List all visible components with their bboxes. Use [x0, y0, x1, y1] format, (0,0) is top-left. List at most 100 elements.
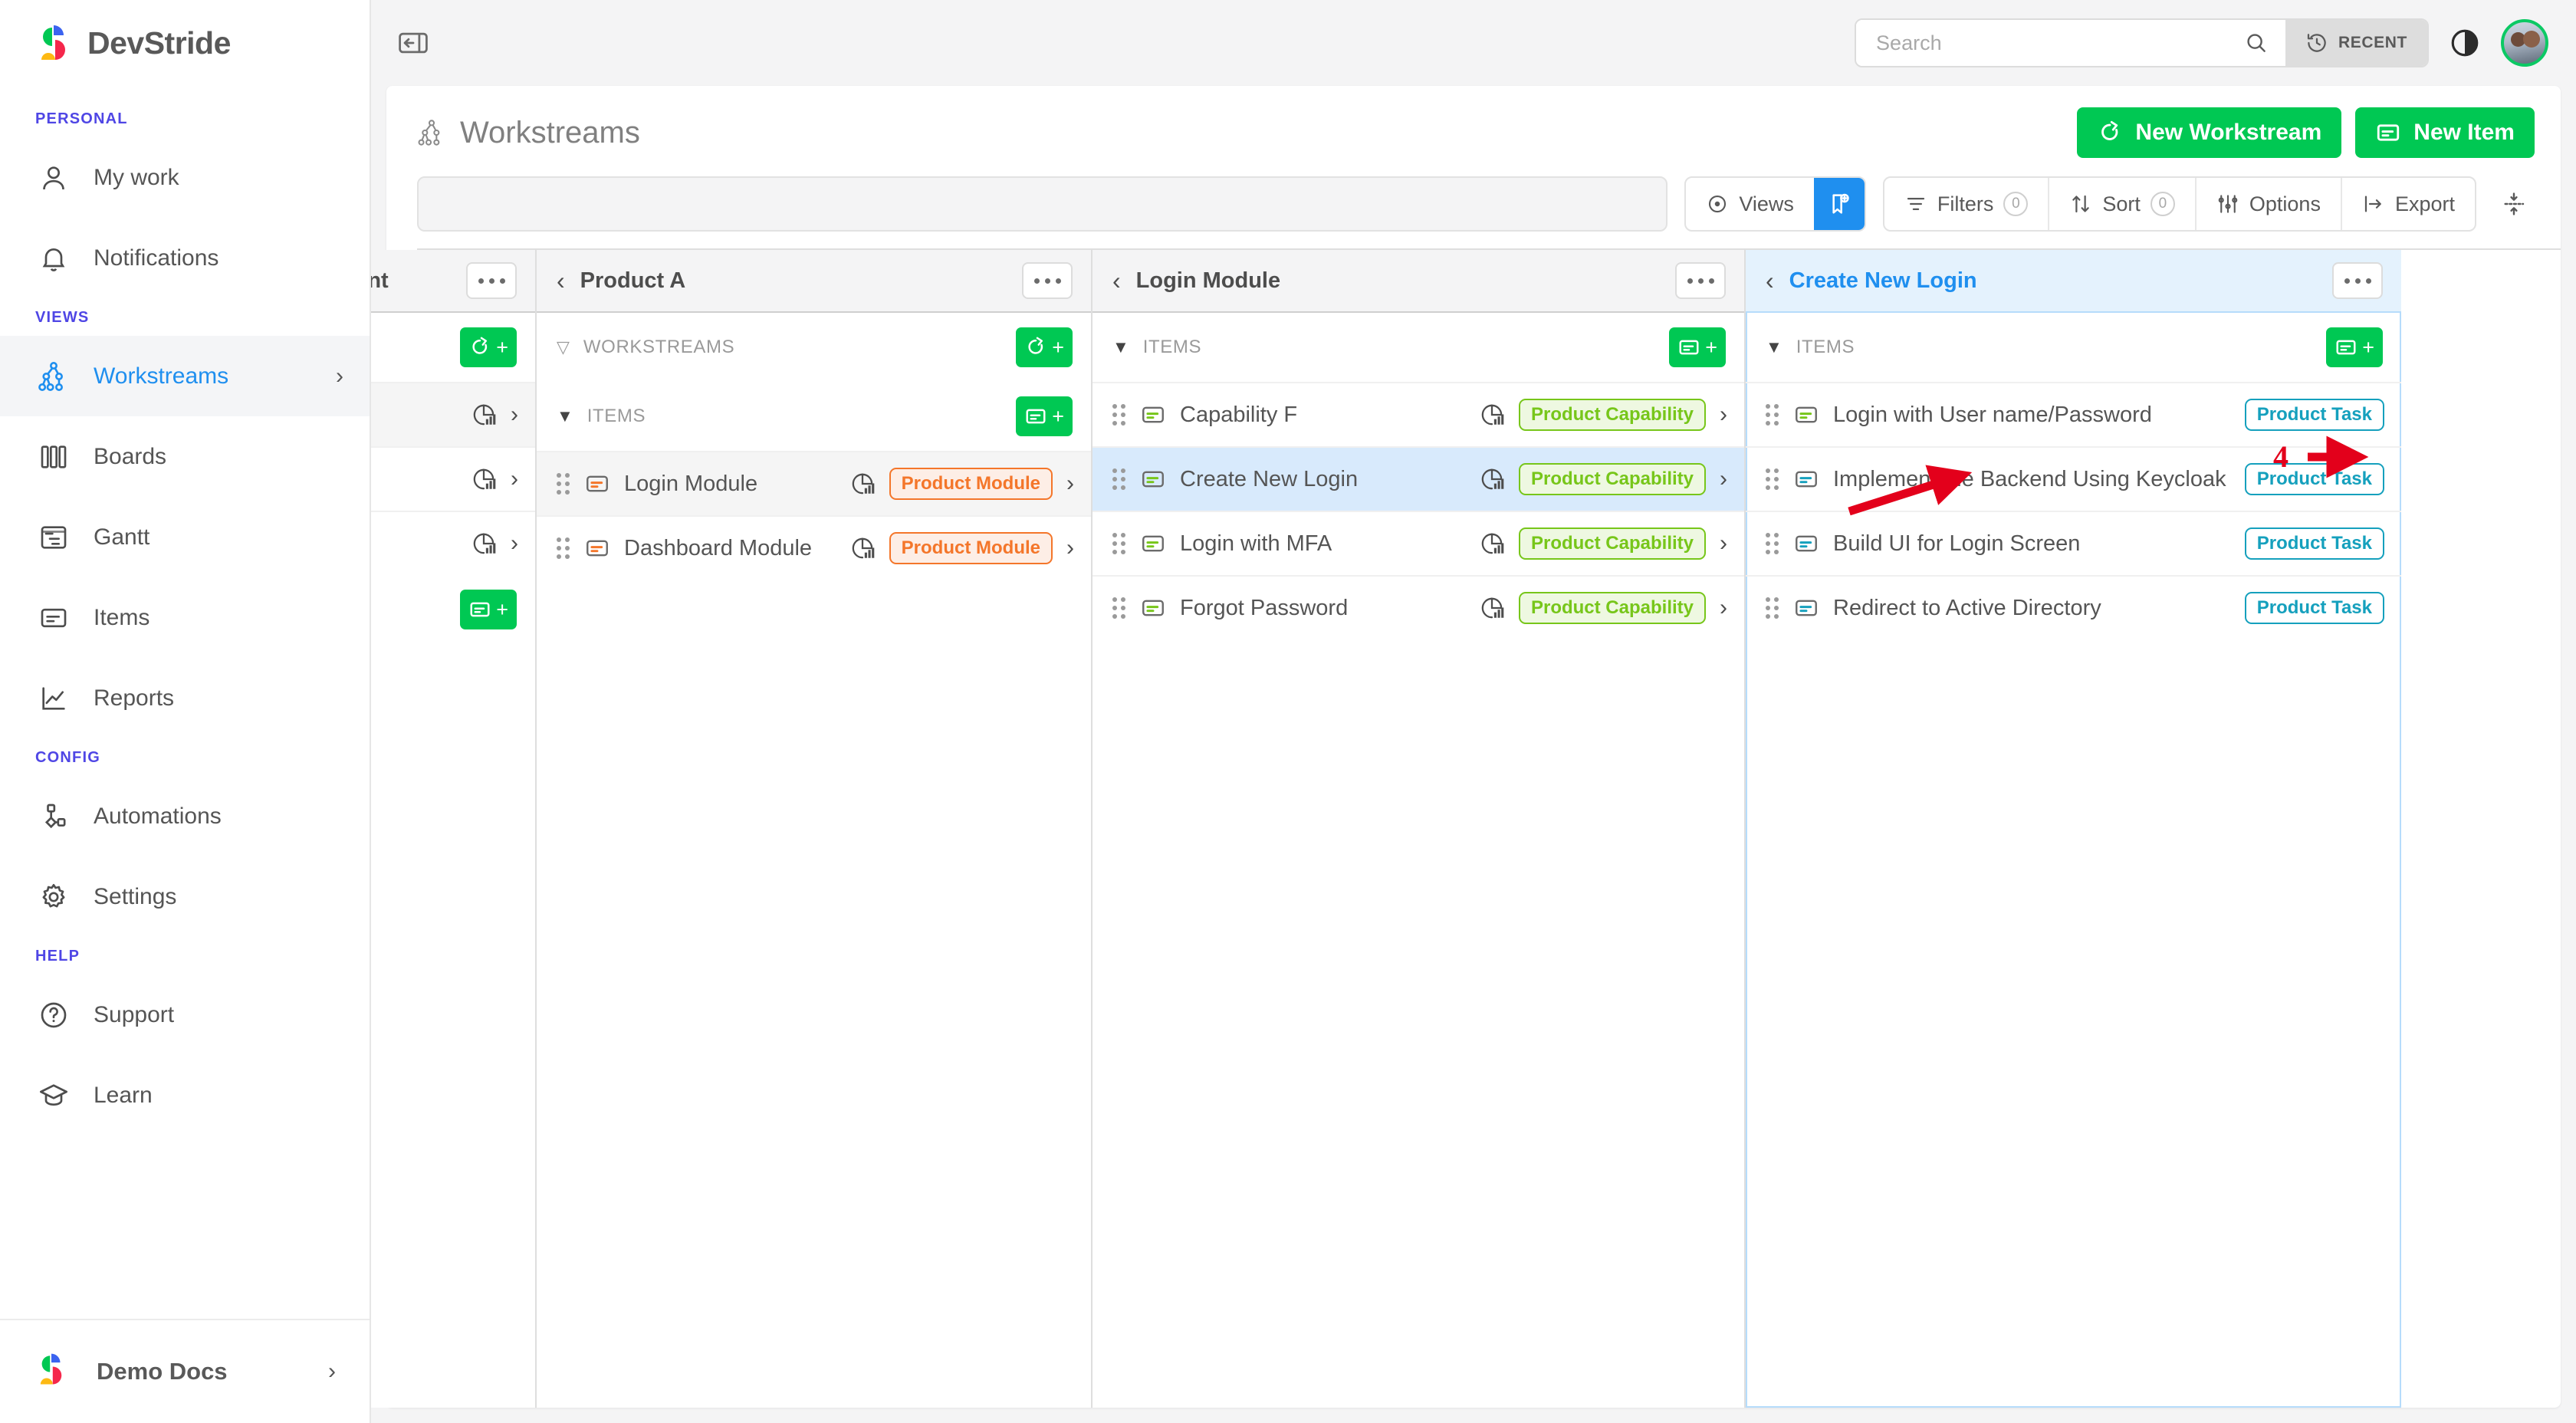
- triangle-collapsed-icon[interactable]: ▽: [557, 337, 570, 357]
- board-columns-icon: [37, 440, 71, 474]
- add-workstream-button[interactable]: +: [1016, 327, 1073, 367]
- item-card-icon-green: [1140, 466, 1166, 492]
- column-header: ‹ Product A: [537, 250, 1091, 313]
- search-field[interactable]: [1856, 20, 2286, 66]
- sidebar-item-gantt[interactable]: Gantt: [0, 497, 370, 577]
- drag-handle-icon[interactable]: [1766, 404, 1779, 426]
- sidebar-item-reports-label: Reports: [94, 685, 175, 711]
- new-workstream-label: New Workstream: [2135, 120, 2322, 145]
- table-row[interactable]: Login with MFA Product Capability ›: [1092, 511, 1744, 575]
- brand-logo[interactable]: DevStride: [0, 0, 370, 86]
- table-row[interactable]: Capability F Product Capability ›: [1092, 382, 1744, 446]
- table-row[interactable]: Build UI for Login Screen Product Task: [1746, 511, 2401, 575]
- chevron-right-icon[interactable]: ›: [1720, 531, 1727, 556]
- options-button[interactable]: Options: [2194, 178, 2341, 230]
- column-back-icon[interactable]: ‹: [1112, 267, 1121, 294]
- sidebar-item-reports[interactable]: Reports: [0, 658, 370, 738]
- filters-button[interactable]: Filters 0: [1884, 178, 2048, 230]
- table-row[interactable]: Login with User name/Password Product Ta…: [1746, 382, 2401, 446]
- triangle-expanded-icon[interactable]: ▼: [557, 406, 573, 426]
- contrast-half-circle-icon[interactable]: [2444, 22, 2486, 64]
- triangle-expanded-icon[interactable]: ▼: [1112, 337, 1129, 357]
- add-item-button[interactable]: +: [2326, 327, 2383, 367]
- table-row[interactable]: Implement the Backend Using Keycloak Pro…: [1746, 446, 2401, 511]
- item-card-icon-green: [1140, 531, 1166, 557]
- chevron-right-icon[interactable]: ›: [511, 402, 518, 427]
- group-header-items[interactable]: ▼ ITEMS +: [537, 382, 1091, 451]
- chevron-right-icon[interactable]: ›: [1066, 471, 1074, 496]
- group-header-items[interactable]: ▼ ITEMS +: [1746, 313, 2401, 382]
- sidebar-item-items-label: Items: [94, 604, 150, 630]
- filters-label: Filters: [1937, 192, 1994, 215]
- column-menu-button[interactable]: [1675, 262, 1726, 299]
- column-menu-button[interactable]: [466, 262, 517, 299]
- sidebar-item-my-work-label: My work: [94, 164, 179, 190]
- drag-handle-icon[interactable]: [1766, 468, 1779, 490]
- drag-handle-icon[interactable]: [557, 537, 570, 559]
- bookmark-plus-icon[interactable]: [1813, 178, 1865, 230]
- chevron-right-icon[interactable]: ›: [1720, 466, 1727, 491]
- table-row[interactable]: Create New Login Product Capability ›: [1092, 446, 1744, 511]
- search-input[interactable]: [1876, 31, 2237, 55]
- table-row[interactable]: Forgot Password Product Capability ›: [1092, 575, 1744, 639]
- add-item-button[interactable]: +: [1016, 396, 1073, 436]
- add-item-button[interactable]: +: [460, 590, 517, 629]
- triangle-expanded-icon[interactable]: ▼: [1766, 337, 1783, 357]
- sidebar-item-items[interactable]: Items: [0, 577, 370, 658]
- export-button[interactable]: Export: [2340, 178, 2475, 230]
- add-item-button[interactable]: +: [1669, 327, 1726, 367]
- group-header-items[interactable]: ▼ ITEMS +: [1092, 313, 1744, 382]
- drag-handle-icon[interactable]: [557, 473, 570, 495]
- table-row[interactable]: Dashboard Module Product Module ›: [537, 515, 1091, 580]
- sort-arrows-icon: [2069, 192, 2092, 215]
- sort-button[interactable]: Sort 0: [2048, 178, 2195, 230]
- drag-handle-icon[interactable]: [1112, 468, 1126, 490]
- sidebar-item-my-work[interactable]: My work: [0, 137, 370, 218]
- sidebar-item-automations[interactable]: Automations: [0, 776, 370, 856]
- column-menu-button[interactable]: [2332, 262, 2383, 299]
- group-label: WORKSTREAMS: [583, 337, 735, 357]
- add-workstream-button[interactable]: +: [460, 327, 517, 367]
- sidebar-item-boards[interactable]: Boards: [0, 416, 370, 497]
- sidebar-item-learn[interactable]: Learn: [0, 1055, 370, 1135]
- sidebar-item-notifications[interactable]: Notifications: [0, 218, 370, 298]
- group-header-workstreams[interactable]: ▽ WORKSTREAMS +: [537, 313, 1091, 382]
- chevron-right-icon[interactable]: ›: [511, 531, 518, 556]
- collapse-sidebar-icon[interactable]: [389, 19, 437, 67]
- chevron-right-icon[interactable]: ›: [511, 466, 518, 491]
- table-row[interactable]: Login Module Product Module ›: [537, 451, 1091, 515]
- item-title: Forgot Password: [1180, 595, 1349, 620]
- search-icon[interactable]: [2244, 31, 2269, 55]
- sidebar-item-workstreams[interactable]: Workstreams ›: [0, 336, 370, 416]
- vertical-resize-icon[interactable]: [2493, 183, 2535, 225]
- drag-handle-icon[interactable]: [1112, 533, 1126, 554]
- status-badge: Product Capability: [1518, 463, 1706, 495]
- drag-handle-icon[interactable]: [1112, 404, 1126, 426]
- new-workstream-button[interactable]: New Workstream: [2077, 107, 2342, 158]
- item-title: Redirect to Active Directory: [1833, 595, 2101, 620]
- workspace-switcher[interactable]: Demo Docs ›: [0, 1319, 370, 1423]
- views-button[interactable]: Views: [1686, 178, 1814, 230]
- item-card-icon-orange: [584, 471, 610, 497]
- drag-handle-icon[interactable]: [1766, 597, 1779, 619]
- column-back-icon[interactable]: ‹: [1766, 267, 1774, 294]
- table-row[interactable]: Redirect to Active Directory Product Tas…: [1746, 575, 2401, 639]
- column-back-icon[interactable]: ‹: [557, 267, 565, 294]
- sidebar-item-gantt-label: Gantt: [94, 524, 150, 550]
- progress-donut-icon: [471, 402, 497, 428]
- table-row[interactable]: ›: [288, 511, 535, 575]
- group-header-items: +: [288, 575, 535, 644]
- sidebar-item-support[interactable]: Support: [0, 974, 370, 1055]
- chevron-right-icon[interactable]: ›: [1066, 535, 1074, 560]
- chevron-right-icon[interactable]: ›: [1720, 595, 1727, 620]
- drag-handle-icon[interactable]: [1766, 533, 1779, 554]
- drag-handle-icon[interactable]: [1112, 597, 1126, 619]
- recent-button[interactable]: RECENT: [2285, 20, 2427, 66]
- column-menu-button[interactable]: [1022, 262, 1073, 299]
- table-row[interactable]: ›: [288, 446, 535, 511]
- new-item-button[interactable]: New Item: [2355, 107, 2535, 158]
- sidebar-item-settings[interactable]: Settings: [0, 856, 370, 937]
- avatar[interactable]: [2501, 19, 2548, 67]
- chevron-right-icon[interactable]: ›: [1720, 402, 1727, 427]
- eye-target-icon: [1706, 192, 1729, 215]
